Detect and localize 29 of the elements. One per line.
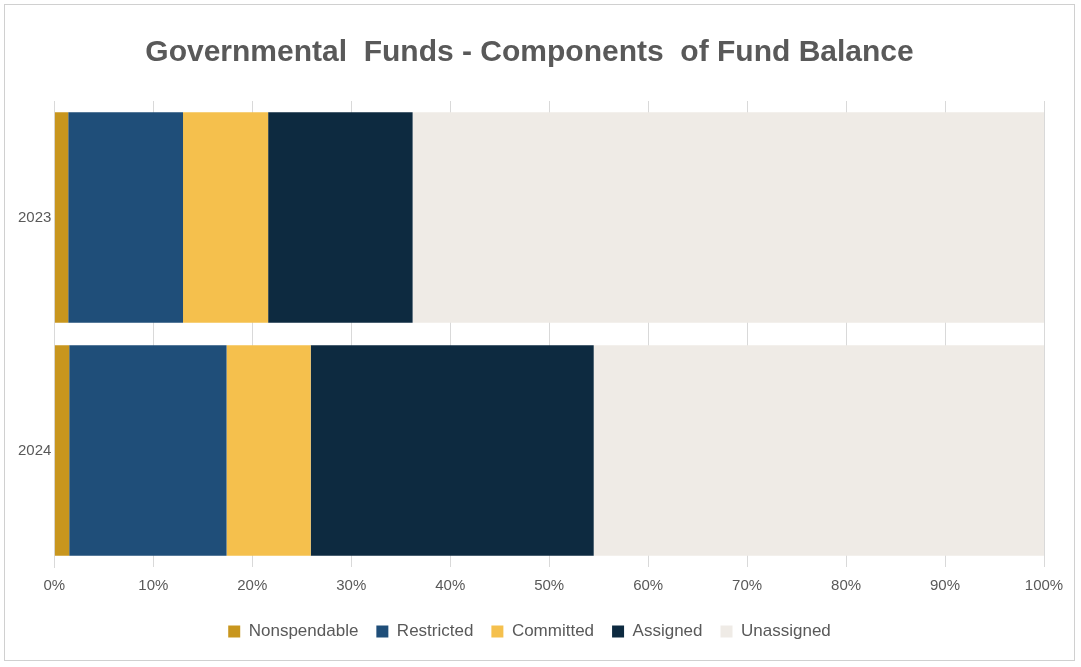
y-tick-label: 2023 (17, 207, 52, 225)
x-tick-label: 100% (1024, 576, 1064, 594)
bar (54, 345, 70, 556)
bar (226, 345, 311, 556)
x-tick-label: 30% (336, 576, 367, 594)
bar (268, 112, 413, 323)
x-tick-label: 10% (138, 576, 169, 594)
bar (54, 112, 69, 323)
x-tick-label: 70% (732, 576, 763, 594)
legend-label: Nonspendable (248, 621, 359, 641)
x-tick-label: 40% (435, 576, 466, 594)
legend-label: Restricted (396, 621, 474, 641)
x-tick-label: 90% (930, 576, 961, 594)
bar (68, 112, 184, 323)
legend-label: Committed (511, 621, 595, 641)
x-tick-label: 80% (831, 576, 862, 594)
x-tick-label: 50% (534, 576, 565, 594)
legend-label: Assigned (632, 621, 703, 641)
bar (593, 345, 1044, 556)
chart-title: Governmental Funds - Components of Fund Balance (145, 34, 914, 68)
x-tick-label: 20% (237, 576, 268, 594)
bar (69, 345, 227, 556)
x-tick-label: 0% (43, 576, 66, 594)
bar (412, 112, 1044, 323)
legend-label: Unassigned (741, 621, 831, 641)
x-tick-label: 60% (633, 576, 664, 594)
bar (183, 112, 269, 323)
bar (310, 345, 594, 556)
y-tick-label: 2024 (17, 440, 52, 458)
